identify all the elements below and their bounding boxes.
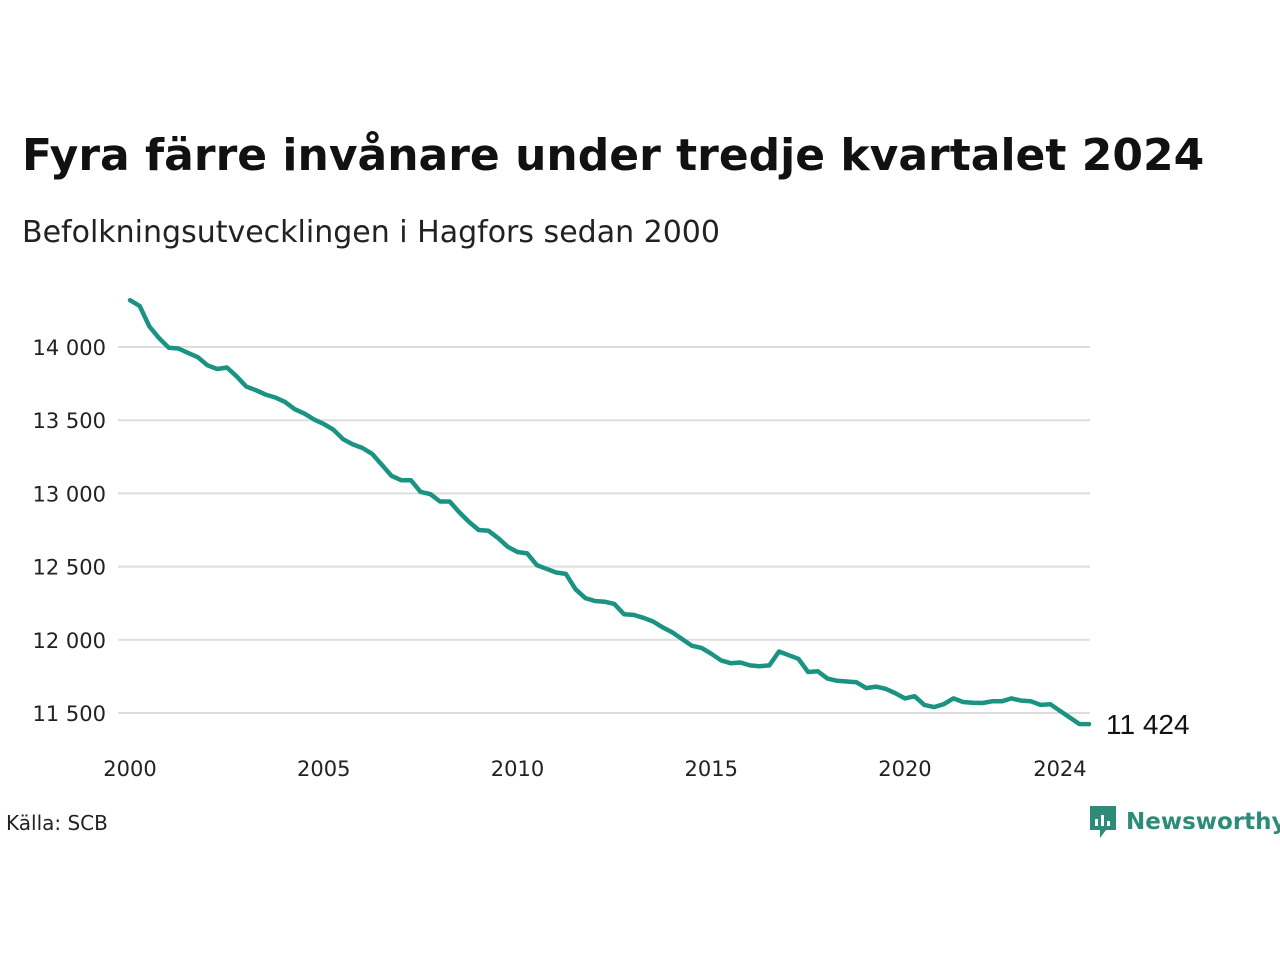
x-tick-label: 2024	[1033, 757, 1086, 781]
x-tick-label: 2020	[878, 757, 931, 781]
grid-lines	[118, 346, 1090, 714]
end-label-layer: 11 424	[1106, 709, 1190, 740]
series-line	[127, 297, 1092, 727]
brand-name: Newsworthy	[1126, 809, 1280, 835]
y-tick-label: 12 500	[33, 556, 106, 580]
x-tick-label: 2010	[491, 757, 544, 781]
source-note: Källa: SCB	[6, 811, 108, 835]
x-tick-label: 2005	[297, 757, 350, 781]
y-tick-label: 13 000	[33, 482, 106, 506]
y-tick-label: 13 500	[33, 409, 106, 433]
y-tick-label: 12 000	[33, 629, 106, 653]
brand-logo: Newsworthy	[1088, 804, 1280, 840]
x-tick-label: 2000	[103, 757, 156, 781]
series-layer	[127, 297, 1092, 727]
y-tick-label: 14 000	[33, 336, 106, 360]
x-axis-tick-labels: 2000 2005 2010 2015 2020 2024	[103, 757, 1086, 781]
y-tick-label: 11 500	[33, 702, 106, 726]
chart-title: Fyra färre invånare under tredje kvartal…	[22, 130, 1205, 181]
x-tick-label: 2015	[684, 757, 737, 781]
chart-subtitle: Befolkningsutvecklingen i Hagfors sedan …	[22, 215, 720, 250]
end-value-label: 11 424	[1106, 709, 1190, 740]
y-axis-tick-labels: 11 500 12 000 12 500 13 000 13 500 14 000	[33, 336, 106, 726]
newsworthy-logo-icon	[1090, 806, 1116, 838]
